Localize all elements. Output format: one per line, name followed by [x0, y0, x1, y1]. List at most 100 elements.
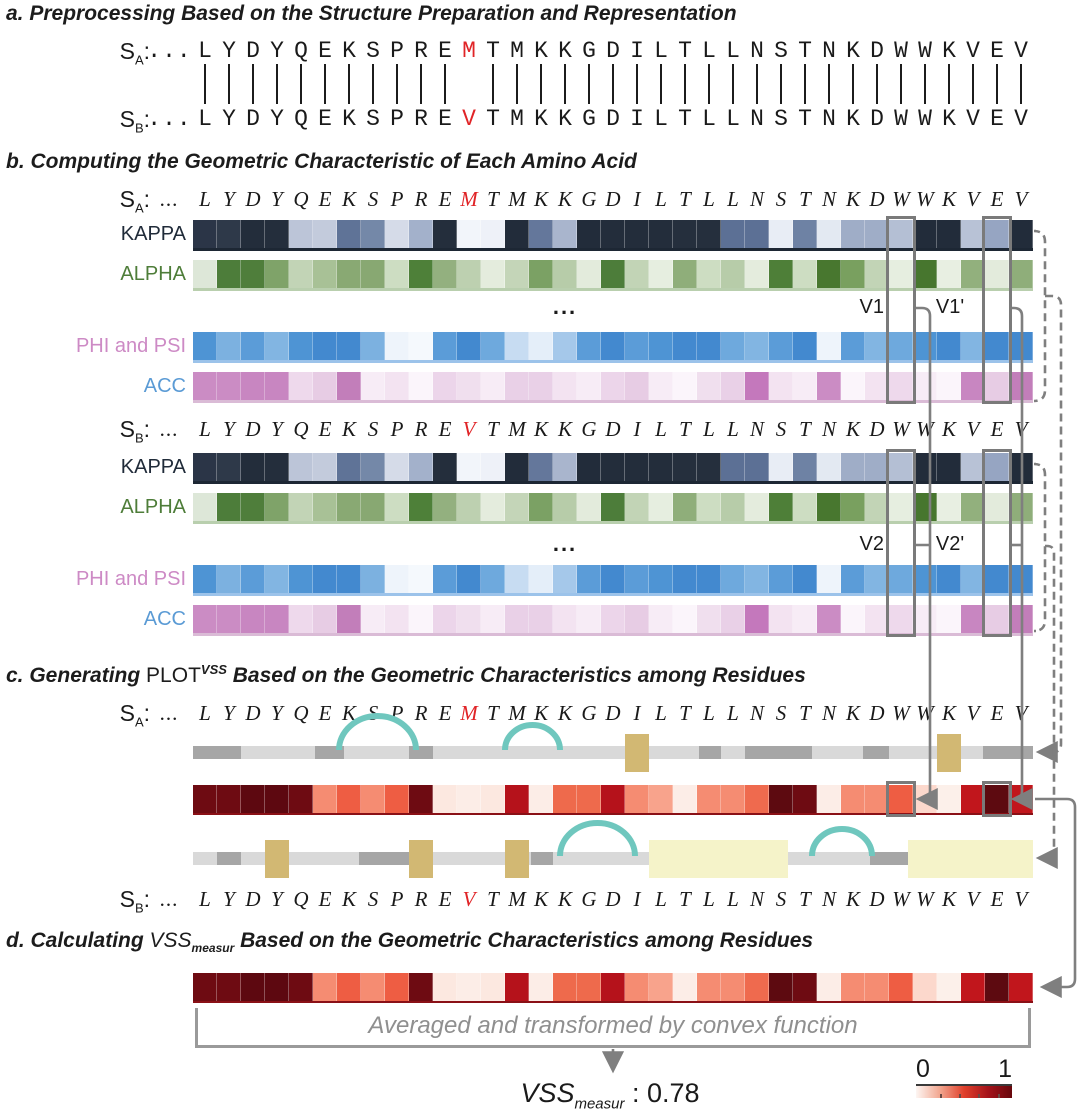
heatmap-cell: [721, 332, 745, 360]
heatmap-cell: [817, 605, 841, 633]
residue-letter: E: [438, 106, 452, 132]
residue-letter: S: [367, 701, 379, 725]
heatmap-cell: [937, 493, 961, 521]
heatmap-cell: [529, 973, 553, 1001]
heatmap-cell: [409, 785, 433, 813]
heatmap-cell: [649, 565, 673, 593]
phipsi-label: PHI and PSI: [75, 568, 186, 590]
heatmap-cell: [481, 493, 505, 521]
heatmap-cell: [337, 220, 361, 248]
highlighted-cell-box: [886, 781, 916, 817]
heatmap-cell: [889, 565, 913, 593]
residue-letter: E: [438, 38, 452, 64]
secondary-structure-cartoon-sb: [193, 820, 1033, 878]
residue-letter: V: [966, 38, 980, 64]
heatmap-cell: [601, 565, 625, 593]
residue-letter: M: [510, 38, 524, 64]
residue-letter: M: [508, 701, 526, 725]
heatmap-cell: [217, 493, 241, 521]
residue-letter: L: [655, 417, 667, 441]
heatmap-cell: [601, 260, 625, 288]
heatmap-cell: [649, 605, 673, 633]
residue-letter: S: [775, 417, 787, 441]
residue-letter: D: [869, 701, 885, 725]
heatmap-cell: [745, 372, 769, 400]
heatmap-cell: [721, 605, 745, 633]
heatmap-cell: [553, 453, 577, 481]
residue-letter: N: [821, 417, 836, 441]
colorbar: 0 1: [916, 1056, 1012, 1098]
residue-letter: W: [892, 701, 910, 725]
residue-letter: R: [414, 701, 428, 725]
heatmap-cell: [625, 260, 649, 288]
residue-letter: W: [918, 38, 932, 64]
v2-column-box: [886, 449, 916, 637]
residue-letter: P: [390, 417, 404, 441]
heatmap-cell: [385, 785, 409, 813]
heatmap-cell: [385, 565, 409, 593]
heatmap-cell: [937, 260, 961, 288]
heatmap-cell: [745, 220, 769, 248]
heatmap-cell: [673, 493, 697, 521]
heatmap-cell: [577, 973, 601, 1001]
heatmap-cell: [937, 372, 961, 400]
heatmap-cell: [625, 973, 649, 1001]
strand-block: [625, 734, 649, 772]
heatmap-cell: [913, 605, 937, 633]
heatmap-cell: [505, 220, 529, 248]
heatmap-cell: [193, 372, 217, 400]
residue-letter: V: [966, 701, 980, 725]
kappa-label: KAPPA: [120, 456, 186, 478]
residue-letter: L: [654, 106, 668, 132]
heatmap-cell: [265, 453, 289, 481]
residue-letter: K: [846, 106, 860, 132]
v2-label: V2: [859, 533, 884, 555]
heatmap-cell: [817, 332, 841, 360]
colorbar-min-label: 0: [916, 1055, 930, 1083]
residue-letter: L: [703, 187, 715, 211]
heatmap-cell: [553, 605, 577, 633]
heatmap-cell: [529, 605, 553, 633]
heatmap-cell: [313, 260, 337, 288]
heatmap-cell: [409, 220, 433, 248]
heatmap-cell: [385, 493, 409, 521]
residue-letter: W: [892, 187, 910, 211]
heatmap-cell: [457, 332, 481, 360]
heatmap-cell: [505, 785, 529, 813]
residue-letter: D: [869, 887, 885, 911]
residue-letter: N: [822, 106, 836, 132]
heatmap-cell: [985, 605, 1009, 633]
heatmap-cell: [793, 372, 817, 400]
residue-letter: K: [941, 887, 956, 911]
heatmap-cell: [673, 973, 697, 1001]
residue-letter: K: [342, 106, 356, 132]
alignment-pipe: [516, 64, 518, 104]
residue-letter: V: [462, 417, 476, 441]
heatmap-cell: [601, 220, 625, 248]
heatmap-cell: [625, 565, 649, 593]
residue-letter: T: [486, 38, 500, 64]
heatmap-cell: [889, 493, 913, 521]
residue-letter: M: [508, 187, 526, 211]
phipsi-heatmap-sa: [193, 332, 1033, 360]
heatmap-cell: [505, 453, 529, 481]
heatmap-cell: [913, 493, 937, 521]
residue-letter: T: [798, 106, 812, 132]
heatmap-cell: [841, 565, 865, 593]
heatmap-cell: [769, 785, 793, 813]
heatmap-cell: [841, 973, 865, 1001]
heatmap-cell: [985, 565, 1009, 593]
residue-letter: Q: [293, 187, 309, 211]
residue-letter: W: [892, 887, 910, 911]
heatmap-cell: [817, 453, 841, 481]
heatmap-cell: [625, 453, 649, 481]
residue-letter: G: [581, 701, 597, 725]
heatmap-cell: [337, 785, 361, 813]
alignment-pipe: [1020, 64, 1022, 104]
residue-letter: T: [678, 106, 692, 132]
heatmap-cell: [889, 605, 913, 633]
heatmap-cell: [769, 453, 793, 481]
heatmap-cell: [361, 565, 385, 593]
